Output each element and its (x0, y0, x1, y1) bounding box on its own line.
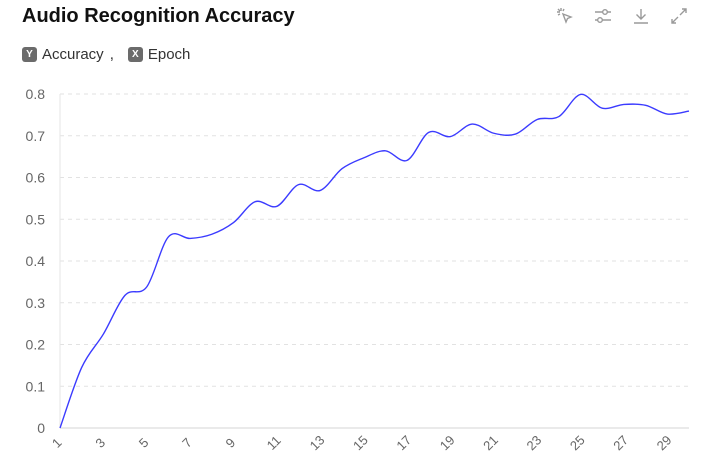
y-tick-label: 0.6 (26, 170, 46, 186)
data-point (318, 188, 322, 192)
data-point (253, 200, 257, 204)
data-point (101, 332, 105, 336)
data-point (123, 293, 127, 297)
series-line-accuracy (59, 93, 690, 429)
x-tick-label: 7 (179, 435, 195, 451)
data-point (166, 235, 170, 239)
data-point (535, 117, 539, 121)
data-point (600, 106, 604, 110)
data-point (362, 156, 366, 160)
data-point (405, 158, 409, 162)
data-point (210, 232, 214, 236)
x-tick-label: 27 (610, 432, 631, 453)
x-tick-label: 9 (222, 435, 238, 451)
data-point (665, 112, 669, 116)
data-point (80, 365, 84, 369)
data-point (579, 92, 583, 96)
data-point (622, 102, 626, 106)
x-tick-label: 17 (393, 432, 414, 453)
legend-item-x: X Epoch (127, 46, 191, 63)
legend-x-label: Epoch (147, 46, 191, 63)
x-tick-label: 11 (264, 433, 284, 453)
data-point (383, 149, 387, 153)
data-point (513, 132, 517, 136)
download-icon[interactable] (631, 6, 651, 26)
data-point (492, 131, 496, 135)
legend-y-badge: Y (22, 47, 37, 62)
x-tick-label: 23 (524, 432, 545, 453)
data-point (470, 122, 474, 126)
y-tick-label: 0.3 (26, 295, 46, 311)
data-point (557, 115, 561, 119)
chart-toolbar (555, 6, 689, 26)
legend-y-label: Accuracy (42, 46, 104, 63)
legend: Y Accuracy , X Epoch (22, 46, 190, 63)
y-tick-label: 0.4 (26, 253, 46, 269)
chart-title: Audio Recognition Accuracy (22, 5, 295, 27)
data-point (427, 130, 431, 134)
y-tick-label: 0 (37, 420, 45, 436)
x-tick-label: 3 (92, 435, 108, 451)
x-tick-label: 25 (567, 432, 588, 453)
legend-x-badge: X (127, 47, 143, 62)
y-tick-label: 0.5 (26, 211, 46, 227)
y-tick-label: 0.8 (26, 86, 46, 102)
legend-item-y: Y Accuracy (22, 46, 104, 63)
data-point (340, 167, 344, 171)
y-tick-label: 0.1 (26, 378, 46, 394)
x-tick-label: 21 (480, 432, 501, 453)
data-point (232, 221, 236, 225)
expand-icon[interactable] (669, 6, 689, 26)
magic-select-icon[interactable] (555, 6, 575, 26)
x-tick-label: 13 (307, 432, 328, 453)
data-point (145, 285, 149, 289)
legend-separator: , (109, 46, 114, 63)
y-tick-label: 0.7 (26, 128, 46, 144)
x-tick-label: 29 (654, 432, 675, 453)
sliders-icon[interactable] (593, 6, 613, 26)
data-point (448, 135, 452, 139)
x-tick-label: 5 (136, 435, 152, 451)
data-point (687, 109, 691, 113)
x-tick-label: 1 (49, 435, 65, 451)
data-point (188, 236, 192, 240)
y-tick-label: 0.2 (26, 337, 46, 353)
data-point (297, 183, 301, 187)
data-point (58, 426, 62, 430)
x-tick-label: 19 (437, 432, 458, 453)
data-point (275, 204, 279, 208)
data-point (644, 103, 648, 107)
x-tick-label: 15 (350, 432, 371, 453)
